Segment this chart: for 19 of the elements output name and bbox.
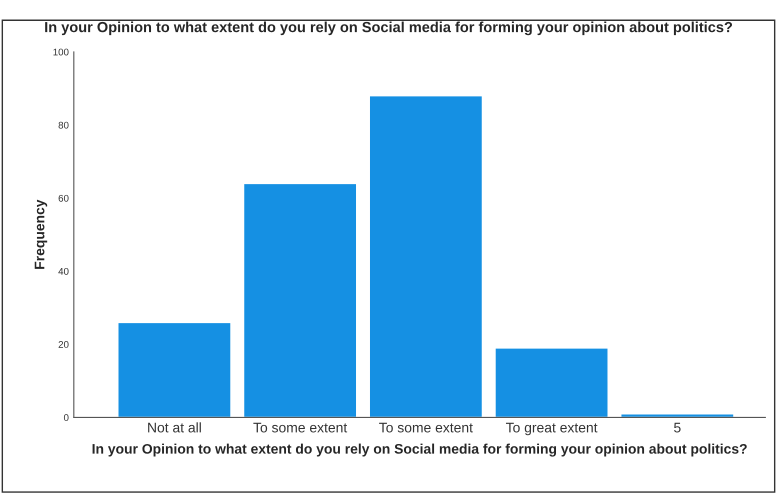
bar <box>494 347 609 418</box>
x-tick-label: To great extent <box>506 422 598 436</box>
y-tick-label: 80 <box>58 122 69 129</box>
bar <box>117 322 232 418</box>
x-tick-label: To some extent <box>253 422 348 432</box>
y-tick-label: 60 <box>58 194 69 202</box>
x-tick-label: 5 <box>674 422 681 432</box>
y-tick-label: 100 <box>53 48 69 56</box>
x-axis-title: In your Opinion to what extent do you rely on Social media for forming your opinion about politics? <box>92 444 747 457</box>
bar <box>620 413 735 418</box>
bar <box>242 182 358 418</box>
x-tick-label: To some extent <box>379 422 473 432</box>
bar <box>368 95 484 418</box>
x-tick-label: Not at all <box>148 422 201 432</box>
chart-title: In your Opinion to what extent do you rely on Social media for forming your opinion about politics? <box>45 22 732 36</box>
y-axis-title: Frequency <box>34 200 48 269</box>
y-tick-label: 20 <box>58 341 69 348</box>
y-tick-label: 0 <box>64 414 69 422</box>
y-tick-label: 40 <box>58 268 69 275</box>
